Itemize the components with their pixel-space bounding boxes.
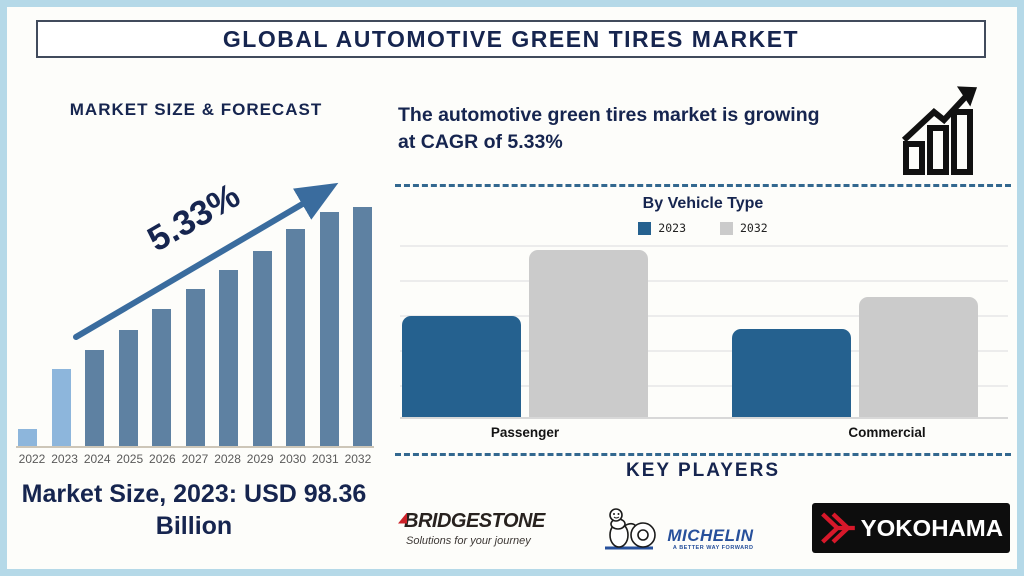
forecast-bar-2032 <box>353 207 372 446</box>
yokohama-logo: YOKOHAMA <box>812 503 1010 553</box>
bar-group-commercial <box>732 245 978 417</box>
market-size-callout: Market Size, 2023: USD 98.36 Billion <box>21 480 367 540</box>
legend-item-2032: 2032 <box>720 221 768 235</box>
michelin-tagline: A BETTER WAY FORWARD <box>672 544 754 551</box>
year-label-2028: 2028 <box>214 452 241 466</box>
vehicle-type-bar-groups <box>400 245 1008 417</box>
year-label-2024: 2024 <box>83 452 111 466</box>
bar-commercial-2032 <box>859 296 978 417</box>
bridgestone-red-wedge-icon <box>398 512 407 524</box>
key-players-logos: BRIDGESTONE Solutions for your journey M… <box>398 492 1010 564</box>
forecast-bar-2026 <box>152 308 171 446</box>
forecast-bar-2030 <box>286 229 305 446</box>
legend-item-2023: 2023 <box>638 221 686 235</box>
forecast-bar-2024 <box>85 349 104 446</box>
market-size-forecast-heading: MARKET SIZE & FORECAST <box>69 100 323 119</box>
forecast-bar-2031 <box>319 212 339 446</box>
bar-passenger-2032 <box>529 250 648 417</box>
category-label-passenger: Passenger <box>490 425 560 440</box>
category-label-commercial: Commercial <box>848 425 926 440</box>
vehicle-type-chart-title: By Vehicle Type <box>642 195 764 212</box>
yokohama-chevron-icon <box>821 512 855 544</box>
legend-label-2023: 2023 <box>658 221 686 235</box>
michelin-man-icon <box>605 508 657 550</box>
michelin-wordmark: MICHELIN <box>667 525 754 545</box>
vehicle-type-legend: 2023 2032 <box>395 221 1011 235</box>
bridgestone-wordmark: BRIDGESTONE <box>398 510 545 533</box>
year-label-2029: 2029 <box>246 452 274 466</box>
year-label-2022: 2022 <box>18 452 46 466</box>
forecast-year-axis: 2022 2023 2024 2025 2026 2027 2028 2029 2030 2031… <box>16 452 374 466</box>
year-label-2025: 2025 <box>116 452 144 466</box>
forecast-bar-2029 <box>252 250 272 446</box>
bridgestone-logo: BRIDGESTONE Solutions for your journey <box>398 510 545 547</box>
vehicle-type-category-labels: Passenger Commercial <box>400 425 1024 440</box>
dashed-divider-top <box>395 184 1011 187</box>
forecast-bar-2025 <box>118 330 138 446</box>
year-label-2023: 2023 <box>51 452 78 466</box>
bar-commercial-2023 <box>732 329 851 417</box>
legend-swatch-2023 <box>638 221 652 235</box>
market-size-forecast-chart <box>16 205 374 448</box>
legend-swatch-2032 <box>720 221 733 235</box>
year-label-2030: 2030 <box>279 452 307 466</box>
legend-label-2032: 2032 <box>740 221 768 235</box>
year-label-2026: 2026 <box>149 452 176 466</box>
forecast-bar-2027 <box>185 289 205 446</box>
page-title: GLOBAL AUTOMOTIVE GREEN TIRES MARKET <box>222 25 800 52</box>
year-label-2031: 2031 <box>311 452 339 466</box>
growth-chart-icon <box>901 86 978 175</box>
page-title-box: GLOBAL AUTOMOTIVE GREEN TIRES MARKET <box>36 20 986 58</box>
yokohama-wordmark: YOKOHAMA <box>860 514 1004 541</box>
dashed-divider-bottom <box>395 453 1011 456</box>
year-label-2027: 2027 <box>181 452 209 466</box>
vehicle-type-chart <box>400 245 1008 419</box>
growth-statement: The automotive green tires market is gro… <box>398 104 820 154</box>
key-players-heading: KEY PLAYERS <box>626 460 780 481</box>
bridgestone-name: BRIDGESTONE <box>404 509 545 532</box>
michelin-logo: MICHELIN A BETTER WAY FORWARD <box>603 505 753 551</box>
bar-group-passenger <box>402 245 648 417</box>
bridgestone-tagline: Solutions for your journey <box>406 534 531 547</box>
forecast-bar-2028 <box>219 270 238 446</box>
forecast-bar-2022 <box>18 429 37 446</box>
year-label-2032: 2032 <box>344 452 372 466</box>
forecast-bar-2023 <box>51 368 71 446</box>
bar-passenger-2023 <box>402 315 521 417</box>
